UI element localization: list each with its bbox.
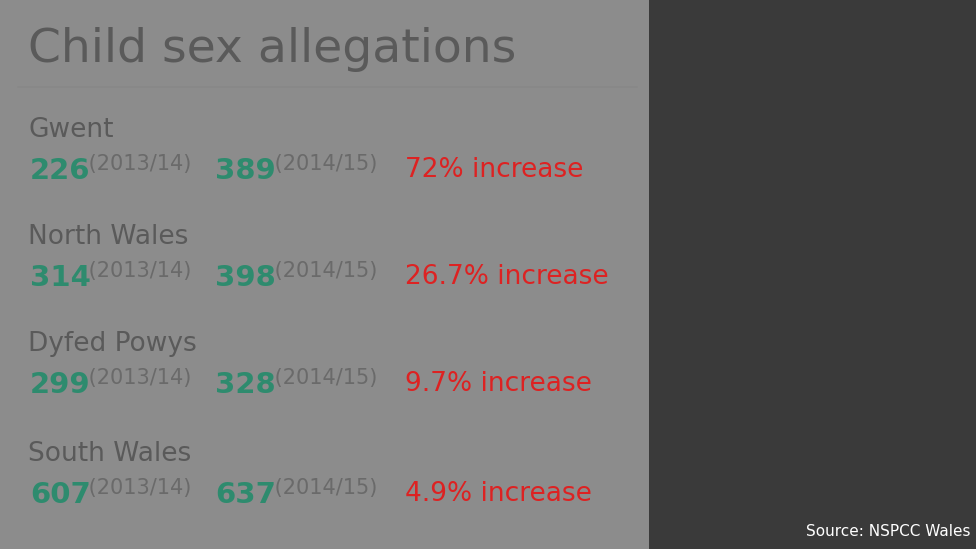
Text: 4.9% increase: 4.9% increase (405, 481, 591, 507)
Text: (2013/14): (2013/14) (82, 261, 191, 281)
Text: (2013/14): (2013/14) (82, 368, 191, 388)
Text: (2014/15): (2014/15) (268, 154, 378, 174)
Text: Gwent: Gwent (28, 117, 113, 143)
Text: 607: 607 (30, 481, 91, 509)
Text: (2014/15): (2014/15) (268, 478, 378, 498)
Text: (2014/15): (2014/15) (268, 261, 378, 281)
Text: 637: 637 (215, 481, 276, 509)
Text: (2013/14): (2013/14) (82, 478, 191, 498)
Text: 328: 328 (215, 371, 275, 399)
Bar (0, 0, 649, 549)
Text: (2013/14): (2013/14) (82, 154, 191, 174)
Text: Dyfed Powys: Dyfed Powys (28, 331, 197, 357)
Text: South Wales: South Wales (28, 441, 191, 467)
Text: 26.7% increase: 26.7% increase (405, 264, 609, 290)
Text: 9.7% increase: 9.7% increase (405, 371, 591, 397)
Text: 226: 226 (30, 157, 91, 185)
Text: 389: 389 (215, 157, 276, 185)
Text: Child sex allegations: Child sex allegations (28, 26, 516, 71)
Text: 398: 398 (215, 264, 276, 292)
Text: 72% increase: 72% increase (405, 157, 584, 183)
Text: (2014/15): (2014/15) (268, 368, 378, 388)
Text: North Wales: North Wales (28, 224, 188, 250)
Text: 299: 299 (30, 371, 91, 399)
Text: 314: 314 (30, 264, 91, 292)
Text: Source: NSPCC Wales: Source: NSPCC Wales (805, 524, 970, 539)
